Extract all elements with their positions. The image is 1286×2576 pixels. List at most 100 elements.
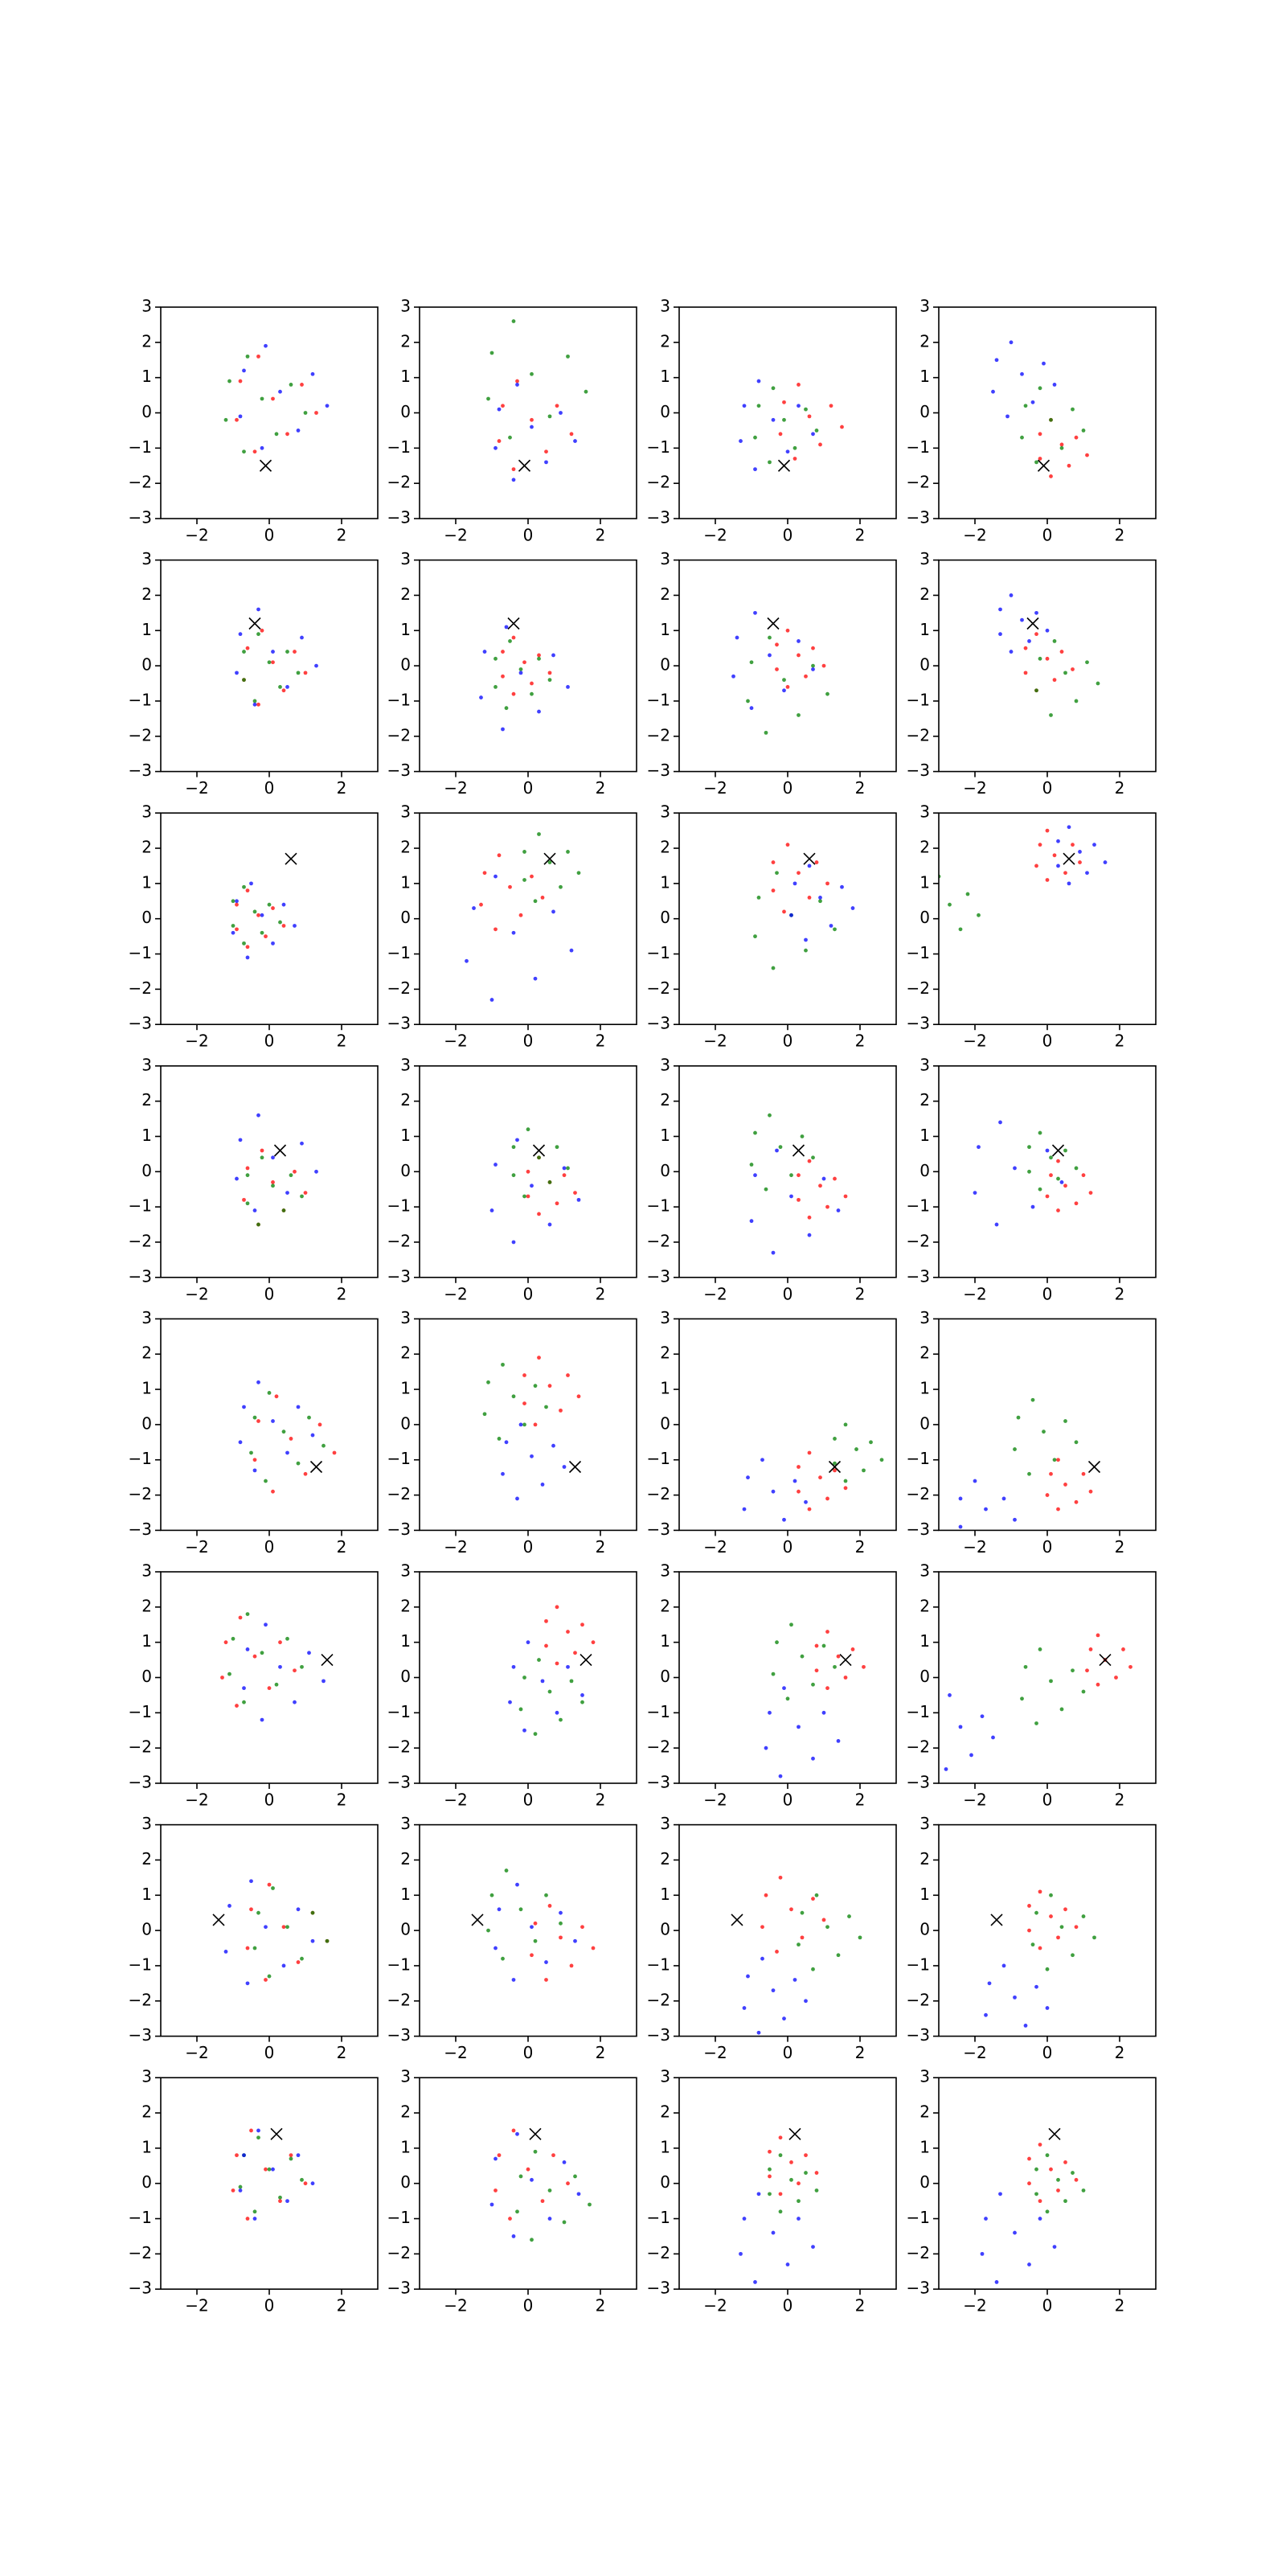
point [843, 1486, 848, 1491]
point [1045, 2153, 1050, 2158]
point [804, 1499, 808, 1504]
y-tick-label: 2 [141, 1596, 152, 1615]
point [1088, 1647, 1093, 1651]
x-tick-label: 0 [1042, 2043, 1053, 2062]
y-tick-label: 2 [141, 331, 152, 351]
point [533, 2149, 538, 2154]
point [238, 632, 243, 637]
point [753, 2280, 757, 2284]
point [833, 1437, 837, 1441]
panel: −2 0 2 −3 −2 −1 0 1 2 3 [387, 1561, 637, 1810]
cross-marker [270, 2127, 283, 2140]
point [511, 467, 516, 472]
point [296, 429, 301, 433]
y-tick-label: −3 [387, 508, 411, 527]
point [814, 2171, 819, 2175]
panel: −2 0 2 −3 −2 −1 0 1 2 3 [647, 1561, 897, 1810]
axes-frame [678, 1065, 897, 1278]
point [746, 1974, 750, 1979]
cross-marker [532, 1144, 546, 1157]
point [1009, 650, 1014, 654]
point [285, 2199, 289, 2204]
point [256, 1113, 260, 1118]
point [580, 1700, 584, 1704]
point [562, 1173, 567, 1178]
axes-frame [419, 2077, 637, 2290]
y-tick-label: −1 [387, 1449, 411, 1468]
y-tick-label: 0 [141, 1413, 152, 1433]
point [482, 1412, 487, 1417]
plot-area [471, 1868, 596, 1982]
y-tick-label: −1 [129, 2208, 152, 2227]
point [814, 2188, 819, 2192]
point [739, 439, 743, 443]
cross-marker [1037, 459, 1051, 472]
x-tick-label: 0 [1042, 1790, 1053, 1810]
point [1045, 1148, 1050, 1153]
point [533, 1732, 538, 1737]
point [300, 2177, 304, 2182]
point [530, 1183, 534, 1188]
plot-area [742, 1422, 884, 1522]
point [840, 884, 844, 889]
point [576, 1197, 581, 1202]
y-tick-label: 3 [400, 297, 411, 316]
y-tick-label: −1 [647, 1702, 670, 1721]
point [821, 1710, 826, 1715]
point [843, 1479, 848, 1483]
y-tick-label: 3 [919, 1561, 930, 1581]
y-tick-label: 1 [919, 1126, 930, 1145]
point [264, 1622, 268, 1627]
point [1078, 860, 1082, 864]
point [242, 941, 246, 945]
point [756, 2192, 761, 2197]
y-tick-label: −2 [387, 1231, 411, 1250]
point [310, 1938, 315, 1943]
cross-marker [767, 617, 780, 630]
x-tick-label: 0 [783, 2296, 793, 2316]
point [238, 1615, 243, 1620]
point [930, 1742, 934, 1746]
point [566, 850, 570, 854]
cross-marker [1099, 1654, 1112, 1667]
y-tick-label: −2 [129, 725, 152, 744]
x-tick-label: 0 [523, 1537, 534, 1557]
y-tick-label: 3 [660, 549, 670, 568]
point [792, 1479, 797, 1483]
point [235, 927, 239, 932]
point [811, 646, 815, 650]
panel: −2 0 2 −3 −2 −1 0 1 2 3 [907, 549, 1157, 798]
x-tick-label: 2 [855, 778, 866, 798]
axes-frame [678, 2077, 897, 2290]
axes-frame [160, 812, 379, 1026]
x-tick-label: 0 [783, 1537, 793, 1557]
point [260, 1651, 264, 1655]
point [242, 884, 246, 889]
point [775, 1148, 779, 1153]
point [1067, 881, 1071, 886]
plot-area [235, 1113, 318, 1227]
y-tick-label: 2 [400, 1596, 411, 1615]
point [1052, 639, 1057, 643]
point [1114, 1676, 1118, 1680]
point [1067, 463, 1071, 468]
y-tick-label: −1 [387, 1955, 411, 1974]
point [547, 1904, 552, 1908]
y-tick-label: 2 [660, 838, 670, 857]
y-tick-label: −1 [907, 1449, 930, 1468]
point [804, 2153, 808, 2158]
point [778, 2209, 783, 2214]
point [768, 653, 772, 658]
point [1063, 1483, 1067, 1487]
point [807, 1215, 812, 1220]
y-tick-label: −2 [907, 1737, 930, 1757]
point [300, 1194, 304, 1199]
point [515, 2131, 519, 2136]
point [296, 2153, 301, 2158]
point [797, 383, 801, 387]
x-tick-label: 2 [337, 2043, 347, 2062]
x-tick-label: 0 [523, 1790, 534, 1810]
point [1067, 825, 1071, 830]
y-tick-label: −2 [647, 725, 670, 744]
y-tick-label: 1 [919, 1379, 930, 1398]
